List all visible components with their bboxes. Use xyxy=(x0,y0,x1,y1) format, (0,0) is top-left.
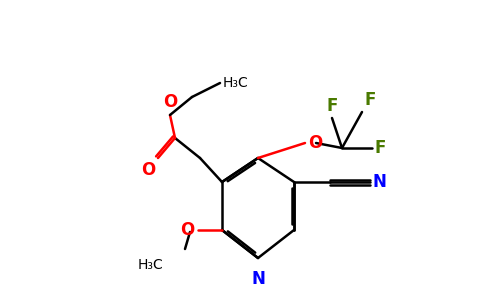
Text: H₃C: H₃C xyxy=(223,76,249,90)
Text: O: O xyxy=(163,93,177,111)
Text: N: N xyxy=(372,173,386,191)
Text: O: O xyxy=(308,134,322,152)
Text: N: N xyxy=(251,270,265,288)
Text: H₃C: H₃C xyxy=(137,258,163,272)
Text: F: F xyxy=(364,91,376,109)
Text: F: F xyxy=(374,139,385,157)
Text: O: O xyxy=(180,221,194,239)
Text: O: O xyxy=(141,161,155,179)
Text: F: F xyxy=(326,97,338,115)
